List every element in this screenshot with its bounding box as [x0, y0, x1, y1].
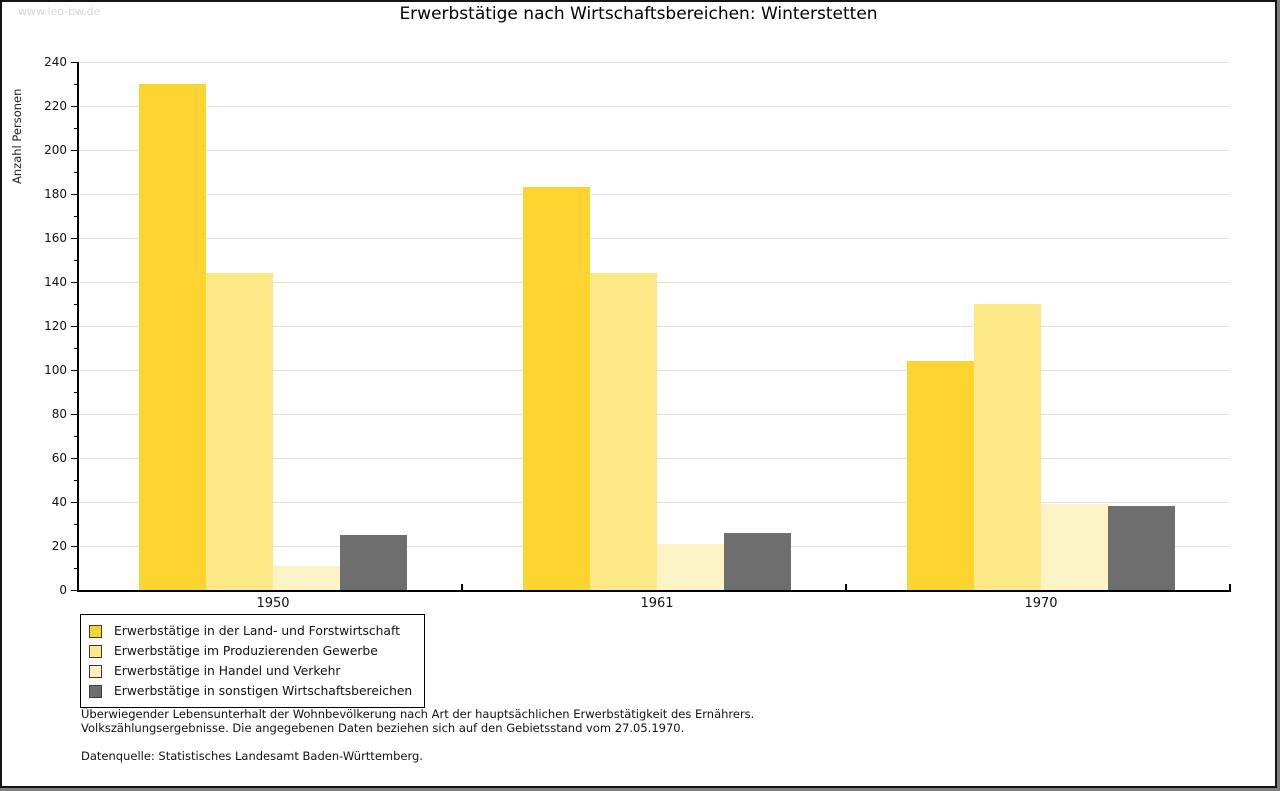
- y-tick: [71, 369, 78, 371]
- y-tick: [74, 435, 78, 437]
- legend: Erwerbstätige in der Land- und Forstwirt…: [80, 614, 426, 708]
- y-tick-label: 240: [44, 55, 67, 69]
- y-tick: [71, 61, 78, 63]
- y-tick-label: 200: [44, 143, 67, 157]
- bar: [206, 273, 273, 590]
- x-tick: [461, 584, 463, 590]
- x-tick: [845, 584, 847, 590]
- y-tick: [71, 457, 78, 459]
- y-tick-label: 120: [44, 319, 67, 333]
- y-tick: [74, 567, 78, 569]
- bar: [340, 535, 407, 590]
- y-tick-label: 20: [51, 539, 67, 553]
- category-label: 1970: [1024, 596, 1058, 611]
- y-tick: [71, 105, 78, 107]
- y-tick-label: 80: [51, 407, 67, 421]
- legend-item: Erwerbstätige in sonstigen Wirtschaftsbe…: [89, 681, 412, 701]
- bar: [657, 544, 724, 590]
- gridline: [80, 194, 1230, 195]
- bar: [273, 566, 340, 590]
- legend-label: Erwerbstätige in der Land- und Forstwirt…: [114, 624, 400, 638]
- y-tick: [74, 303, 78, 305]
- footnote-line-2: Volkszählungsergebnisse. Die angegebenen…: [81, 720, 685, 735]
- chart-title: Erwerbstätige nach Wirtschaftsbereichen:…: [399, 4, 878, 24]
- y-tick: [74, 347, 78, 349]
- y-tick: [74, 171, 78, 173]
- legend-item: Erwerbstätige in Handel und Verkehr: [89, 661, 412, 681]
- bar: [1041, 504, 1108, 590]
- bar: [907, 361, 974, 590]
- legend-label: Erwerbstätige in sonstigen Wirtschaftsbe…: [114, 684, 413, 698]
- gridline: [80, 150, 1230, 151]
- y-tick: [74, 83, 78, 85]
- y-tick: [74, 127, 78, 129]
- legend-swatch: [89, 644, 102, 658]
- y-tick-label: 100: [44, 363, 67, 377]
- y-tick: [71, 413, 78, 415]
- legend-label: Erwerbstätige im Produzierenden Gewerbe: [114, 644, 378, 658]
- category-label: 1961: [640, 596, 674, 611]
- gridline: [80, 62, 1230, 63]
- source-note: Datenquelle: Statistisches Landesamt Bad…: [81, 749, 423, 763]
- bar: [523, 187, 590, 590]
- y-tick: [74, 259, 78, 261]
- y-tick-label: 160: [44, 231, 67, 245]
- x-tick: [1229, 584, 1231, 590]
- y-tick-label: 60: [51, 451, 67, 465]
- legend-swatch: [89, 684, 102, 698]
- x-axis: [77, 590, 1231, 592]
- y-tick-label: 220: [44, 99, 67, 113]
- gridline: [80, 106, 1230, 107]
- y-axis: [77, 62, 79, 592]
- y-tick: [71, 545, 78, 547]
- gridline: [80, 238, 1230, 239]
- watermark: www.leo-bw.de: [18, 5, 101, 18]
- bar: [590, 273, 657, 590]
- y-tick-label: 40: [51, 495, 67, 509]
- legend-item: Erwerbstätige im Produzierenden Gewerbe: [89, 641, 412, 661]
- legend-swatch: [89, 664, 102, 678]
- y-tick: [74, 391, 78, 393]
- y-tick: [71, 193, 78, 195]
- y-tick: [74, 215, 78, 217]
- footnote-line-1: Überwiegender Lebensunterhalt der Wohnbe…: [81, 707, 755, 721]
- bar: [1108, 506, 1175, 590]
- footnotes: Überwiegender Lebensunterhalt der Wohnbe…: [81, 707, 755, 764]
- y-tick: [71, 589, 78, 591]
- y-tick-label: 0: [59, 583, 67, 597]
- y-tick: [71, 149, 78, 151]
- y-tick: [74, 523, 78, 525]
- bar: [724, 533, 791, 590]
- y-tick-label: 140: [44, 275, 67, 289]
- legend-item: Erwerbstätige in der Land- und Forstwirt…: [89, 621, 412, 641]
- y-tick: [71, 281, 78, 283]
- y-tick: [71, 237, 78, 239]
- legend-label: Erwerbstätige in Handel und Verkehr: [114, 664, 341, 678]
- category-label: 1950: [256, 596, 290, 611]
- y-tick: [74, 479, 78, 481]
- legend-swatch: [89, 624, 102, 638]
- y-tick: [71, 325, 78, 327]
- bar: [974, 304, 1041, 590]
- y-tick: [71, 501, 78, 503]
- bar: [139, 84, 206, 590]
- y-tick-label: 180: [44, 187, 67, 201]
